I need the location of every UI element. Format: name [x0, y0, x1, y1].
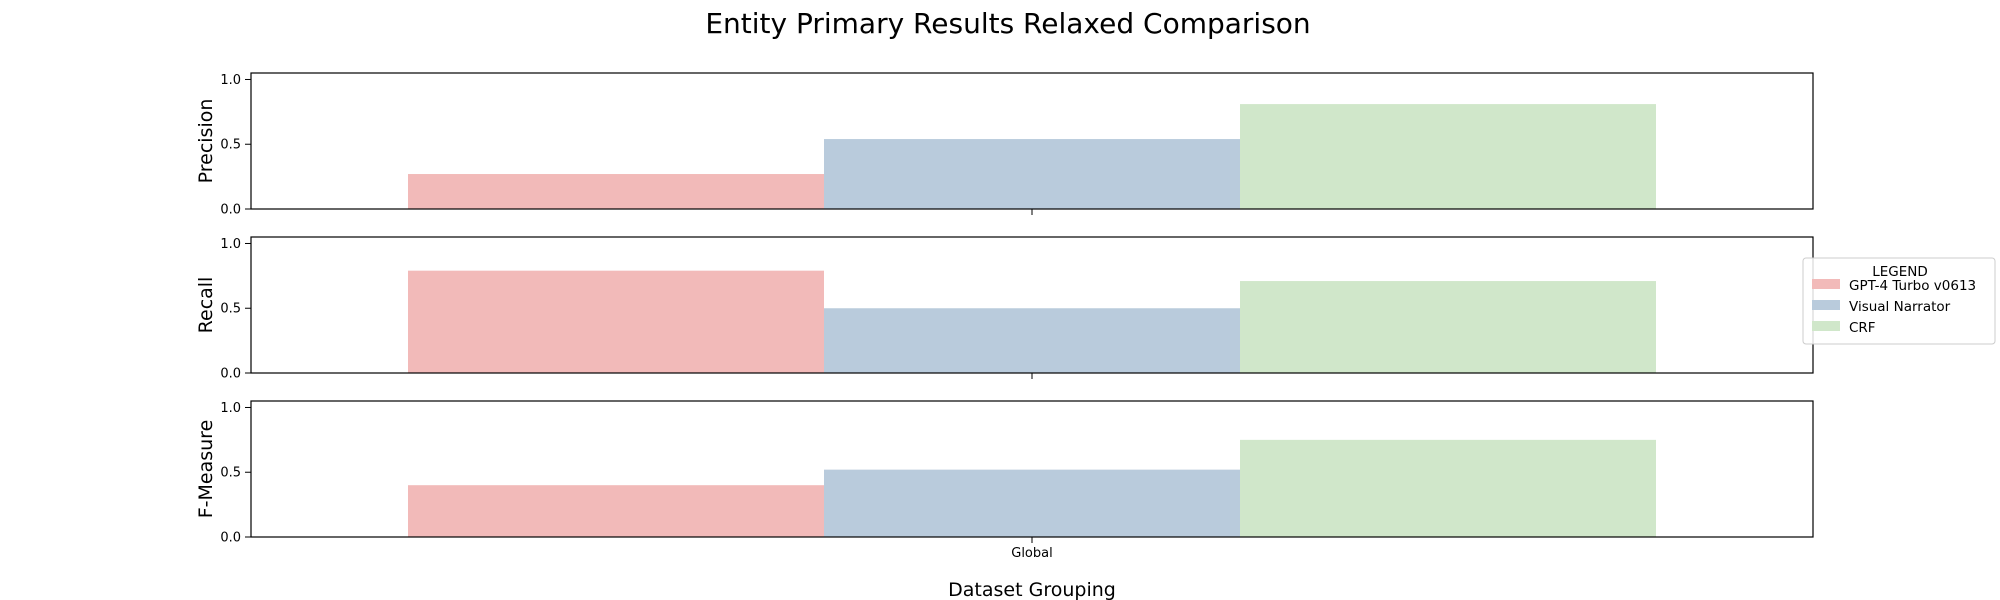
y-tick-label: 0.5	[220, 466, 241, 481]
bar-visual-narrator	[824, 308, 1240, 373]
y-axis-label: F-Measure	[195, 420, 217, 519]
bar-visual-narrator	[824, 469, 1240, 537]
y-tick-label: 0.0	[220, 203, 241, 218]
bar-crf	[1240, 439, 1656, 537]
legend-swatch	[1812, 321, 1840, 331]
x-axis-label: Dataset Grouping	[948, 579, 1116, 600]
bar-gpt-4-turbo-v0613	[408, 174, 824, 209]
y-tick-label: 0.0	[220, 531, 241, 546]
y-tick-label: 1.0	[220, 73, 241, 88]
legend: LEGEND GPT-4 Turbo v0613 Visual Narrator C…	[1802, 257, 1996, 345]
y-tick-label: 0.5	[220, 302, 241, 317]
chart-title: Entity Primary Results Relaxed Compariso…	[705, 7, 1310, 40]
y-tick-label: 0.5	[220, 138, 241, 153]
y-tick-label: 0.0	[220, 367, 241, 382]
panels: 0.00.51.0Precision0.00.51.0Recall0.00.51…	[195, 72, 1814, 546]
legend-items: GPT-4 Turbo v0613 Visual Narrator CRF	[1812, 278, 1976, 336]
panel-recall: 0.0 0.5 1.0 Recall	[195, 236, 1814, 382]
legend-title: LEGEND	[1872, 264, 1928, 280]
y-tick-label: 1.0	[220, 237, 241, 252]
legend-entry: Visual Narrator	[1849, 299, 1951, 315]
bar-crf	[1240, 281, 1656, 373]
bar-crf	[1240, 104, 1656, 209]
bar-gpt-4-turbo-v0613	[408, 485, 824, 537]
legend-frame	[1802, 257, 1996, 345]
legend-swatch	[1812, 279, 1840, 289]
panel-f-measure: 0.0 0.5 1.0F-Measure	[195, 400, 1814, 546]
legend-entry: GPT-4 Turbo v0613	[1849, 278, 1976, 294]
x-tick-label: Global	[1011, 546, 1052, 561]
y-axis-label: Precision	[195, 99, 217, 184]
legend-entry: CRF	[1849, 320, 1876, 336]
legend-swatch	[1812, 300, 1840, 310]
bar-gpt-4-turbo-v0613	[408, 270, 824, 373]
y-axis-label: Recall	[195, 277, 217, 334]
bar-visual-narrator	[824, 139, 1240, 209]
y-tick-label: 1.0	[220, 401, 241, 416]
